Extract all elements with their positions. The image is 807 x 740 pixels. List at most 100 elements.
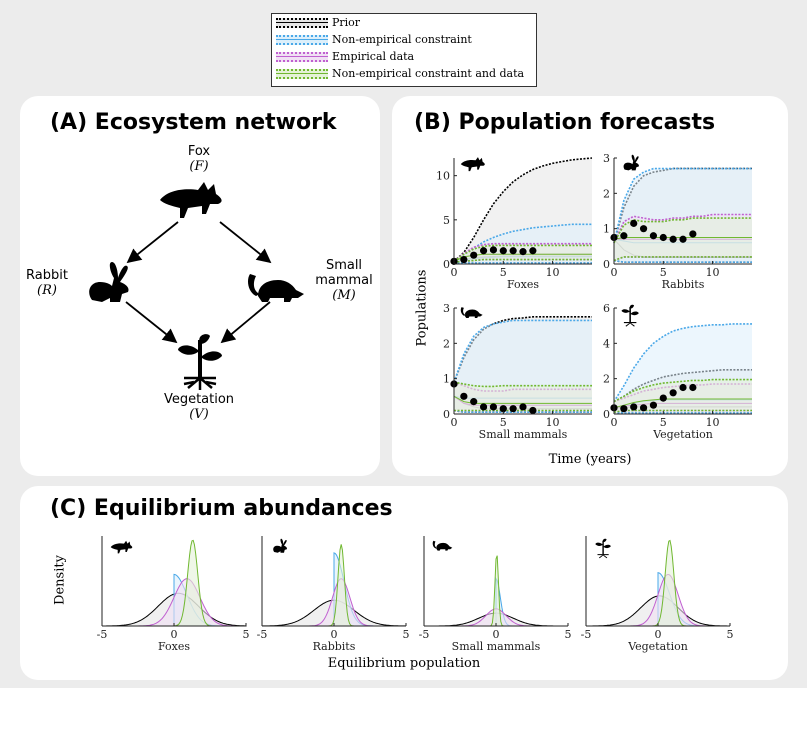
- x-tick-label: 10: [546, 266, 560, 279]
- y-tick-label: 0: [443, 258, 450, 271]
- y-tick-label: 4: [603, 337, 610, 350]
- arrow-small-mammal-to-vegetation: [220, 301, 271, 344]
- observation-point: [630, 219, 638, 227]
- upper-bound-empirical-data: [453, 242, 592, 262]
- equilibrium-subplot-vegetation: -5 0 5 Vegetation: [581, 536, 734, 653]
- density-non-empirical-constraint-and-data: [424, 555, 568, 627]
- observation-point: [499, 405, 507, 413]
- band-non-empirical-constraint-and-data: [614, 379, 752, 413]
- legend-label: Non-empirical constraint and data: [332, 67, 525, 80]
- legend: Prior Non-empirical constraint Empirical…: [271, 13, 537, 87]
- x-tick-label: 10: [706, 266, 720, 279]
- observation-point: [630, 403, 638, 411]
- network-diagram: [89, 182, 304, 390]
- subplot-xlabel: Foxes: [158, 640, 190, 653]
- observation-point: [489, 403, 498, 411]
- x-tick-label: 10: [546, 416, 560, 429]
- fox-icon: [110, 540, 133, 554]
- observation-point: [479, 247, 488, 255]
- forecast-charts: 0 5 10 0 5 10 Foxes 0 5 10 0 1 2 3 Rabbits 0 5 10 0 1 2 3 Smal…: [436, 152, 752, 441]
- subplot-xlabel: Vegetation: [652, 428, 713, 441]
- observation-point: [519, 248, 527, 256]
- observation-point: [639, 404, 648, 412]
- y-tick-label: 2: [603, 187, 610, 200]
- equilibrium-subplot-foxes: -5 0 5 Foxes: [97, 536, 250, 653]
- legend-swatch-non-empirical: [276, 35, 328, 45]
- x-tick-label: 5: [727, 628, 734, 641]
- arrow-rabbit-to-vegetation: [125, 301, 178, 344]
- panel-c-title: (C) Equilibrium abundances: [50, 496, 393, 521]
- forecast-subplot-small-mammals: 0 5 10 0 1 2 3 Small mammals: [443, 302, 592, 441]
- upper-bound-non-empirical-constraint-and-data: [613, 378, 752, 403]
- forecast-xlabel: Time (years): [548, 452, 632, 467]
- equilibrium-subplot-rabbits: -5 0 5 Rabbits: [257, 536, 410, 653]
- y-tick-label: 0: [603, 258, 610, 271]
- equilibrium-charts: -5 0 5 Foxes -5 0 5 Rabbits -5 0 5 Small mammals -5 0…: [97, 536, 734, 653]
- subplot-xlabel: Rabbits: [313, 640, 356, 653]
- y-tick-label: 6: [603, 302, 610, 315]
- observation-point: [659, 233, 667, 242]
- x-tick-label: -5: [419, 628, 430, 641]
- observation-point: [499, 247, 507, 255]
- legend-item-prior: Prior: [276, 16, 534, 32]
- y-tick-label: 2: [603, 373, 610, 386]
- subplot-xlabel: Foxes: [507, 278, 539, 291]
- observation-point: [509, 405, 517, 413]
- rabbit-symbol: (R): [37, 283, 57, 298]
- upper-bound-non-empirical-constraint: [613, 167, 752, 243]
- x-tick-label: 0: [611, 266, 618, 279]
- x-tick-label: 0: [451, 416, 458, 429]
- figure-background: Prior Non-empirical constraint Empirical…: [0, 0, 807, 688]
- observation-point: [669, 389, 677, 397]
- rabbit-name: Rabbit: [26, 268, 68, 283]
- observation-point: [689, 230, 697, 238]
- x-tick-label: 5: [500, 416, 507, 429]
- small-mammal-symbol: (M): [332, 288, 356, 303]
- panel-population-forecasts: (B) Population forecasts 0 5 10 0 5 10 Foxes 0 5…: [392, 96, 788, 476]
- subplot-xlabel: Vegetation: [627, 640, 688, 653]
- observation-point: [470, 398, 478, 406]
- y-tick-label: 10: [436, 170, 450, 183]
- observation-point: [649, 401, 658, 409]
- legend-item-empirical: Empirical data: [276, 50, 534, 66]
- small-mammal-name-line1: Small: [325, 258, 363, 273]
- observation-point: [529, 247, 537, 255]
- observation-point: [460, 255, 468, 264]
- small-mammal-label: Small mammal (M): [314, 258, 374, 303]
- observation-point: [519, 403, 527, 411]
- observation-point: [460, 392, 468, 400]
- y-tick-label: 1: [443, 373, 450, 386]
- legend-swatch-prior: [276, 18, 328, 28]
- observation-point: [620, 405, 628, 413]
- forecast-ylabel: Populations: [414, 269, 430, 347]
- legend-item-non-empirical: Non-empirical constraint: [276, 33, 534, 49]
- x-tick-label: 10: [706, 416, 720, 429]
- y-tick-label: 5: [443, 214, 450, 227]
- observation-point: [489, 246, 498, 254]
- vegetation-icon: [178, 334, 222, 390]
- x-tick-label: 5: [660, 266, 667, 279]
- x-tick-label: 5: [565, 628, 572, 641]
- x-tick-label: 0: [655, 628, 662, 641]
- forecast-subplot-rabbits: 0 5 10 0 1 2 3 Rabbits: [603, 152, 752, 291]
- small-mammal-icon: [460, 307, 483, 319]
- fox-symbol: (F): [189, 159, 209, 174]
- panel-b-title: (B) Population forecasts: [414, 110, 716, 135]
- x-tick-label: 5: [403, 628, 410, 641]
- y-tick-label: 1: [603, 223, 610, 236]
- legend-label: Prior: [332, 16, 361, 29]
- forecast-subplot-foxes: 0 5 10 0 5 10 Foxes: [436, 157, 593, 291]
- vegetation-name: Vegetation: [163, 392, 235, 407]
- x-tick-label: 0: [171, 628, 178, 641]
- fox-icon: [460, 157, 485, 172]
- y-tick-label: 2: [443, 337, 450, 350]
- upper-bound-non-empirical-constraint: [453, 223, 592, 262]
- y-tick-label: 0: [443, 408, 450, 421]
- small-mammal-icon: [432, 540, 453, 551]
- y-tick-label: 3: [603, 152, 610, 165]
- observation-point: [689, 383, 697, 392]
- median-non-empirical-constraint-and-data: [613, 398, 752, 409]
- panel-ecosystem-network: (A) Ecosystem network Fox (F) Rabbit (R)…: [20, 96, 380, 476]
- legend-item-combined: Non-empirical constraint and data: [276, 67, 534, 83]
- observation-point: [679, 383, 687, 392]
